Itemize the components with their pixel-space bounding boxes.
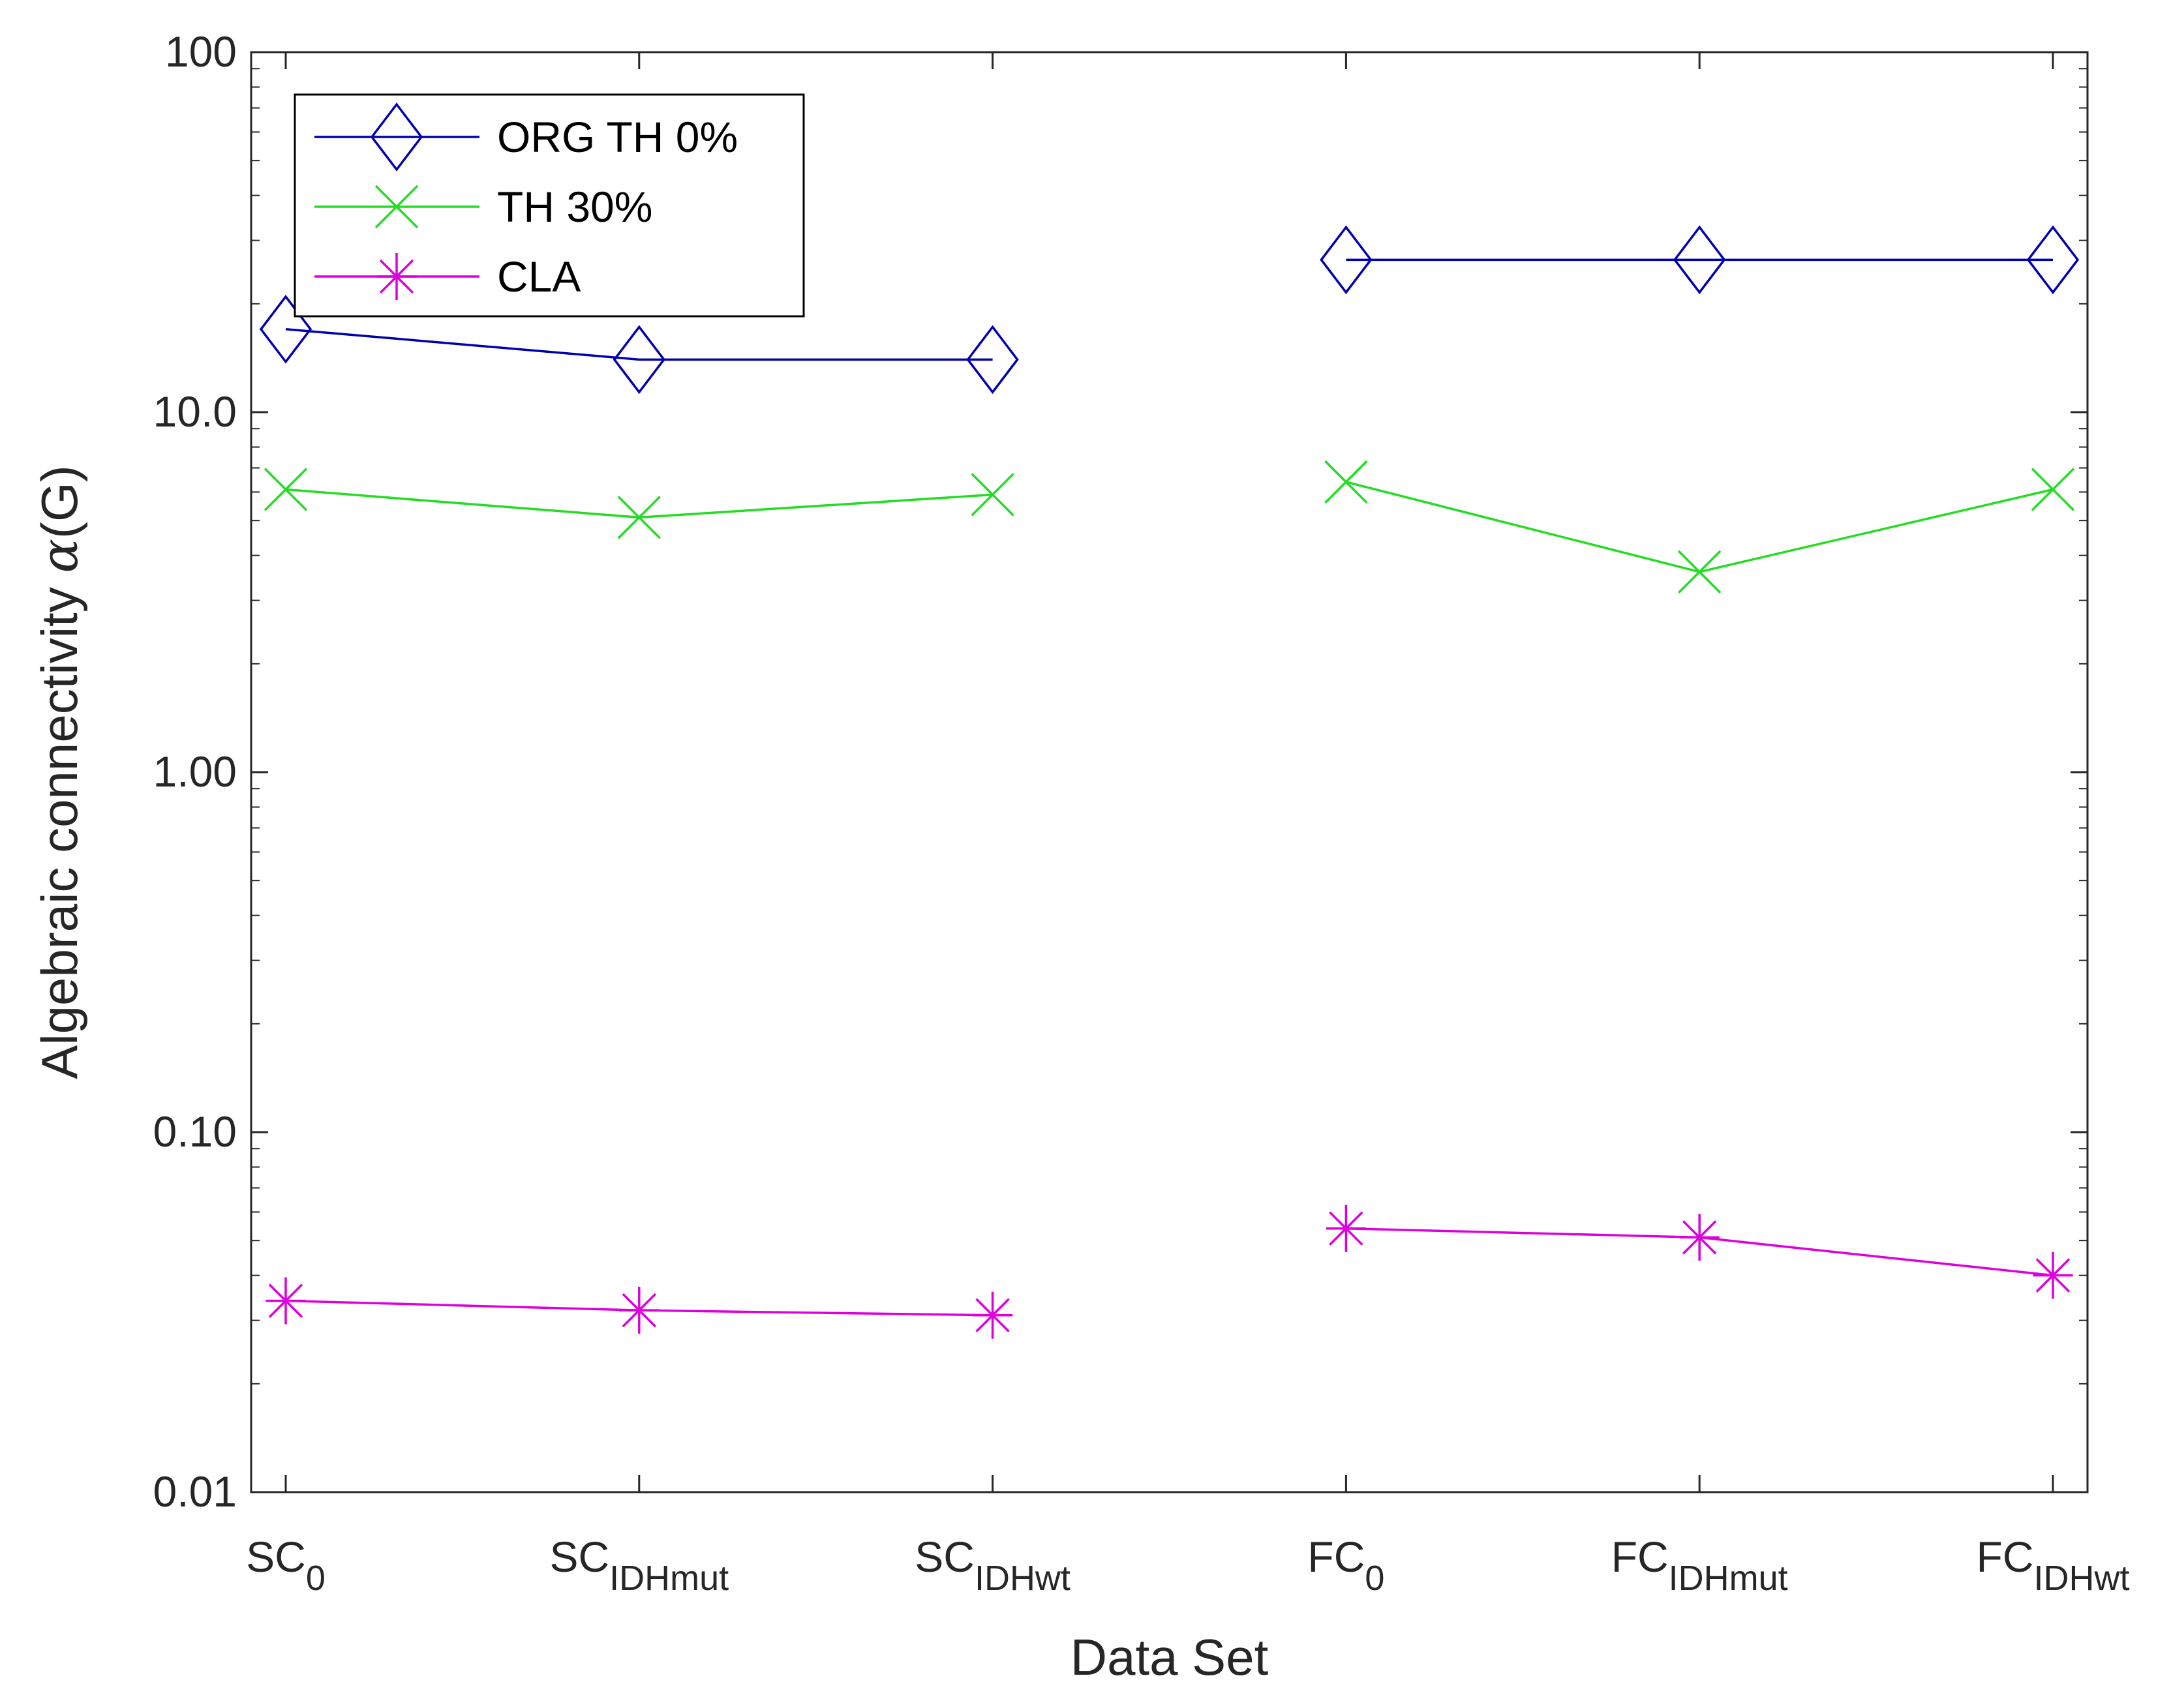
asterisk-marker xyxy=(619,1287,660,1334)
data-point xyxy=(1320,225,1373,295)
series-line xyxy=(285,328,993,361)
x-tick-label-subscript: IDHmut xyxy=(1669,1559,1788,1598)
x-tick-label-subscript: IDHwt xyxy=(975,1559,1070,1598)
legend-marker xyxy=(374,185,419,229)
x-tick-label-base: FC xyxy=(1611,1533,1669,1581)
legend-label: TH 30% xyxy=(497,183,652,231)
y-tick-label: 10.0 xyxy=(153,387,237,436)
diamond-marker xyxy=(259,294,312,364)
x-tick-label-base: FC xyxy=(1977,1533,2034,1581)
y-axis-title-symbol: α xyxy=(31,539,89,573)
x-marker xyxy=(1677,550,1722,594)
asterisk-marker xyxy=(1679,1214,1720,1261)
y-tick-label: 0.10 xyxy=(153,1107,237,1156)
y-axis-title-suffix: (G) xyxy=(31,465,88,539)
series-0 xyxy=(259,225,2080,395)
legend-item: CLA xyxy=(314,252,581,301)
data-point xyxy=(971,473,1014,517)
data-point xyxy=(613,325,665,395)
legend-box xyxy=(294,93,805,318)
x-tick-label: FC0 xyxy=(1307,1533,1384,1598)
x-marker xyxy=(1324,460,1368,504)
legend-marker xyxy=(376,253,417,300)
data-point xyxy=(973,1291,1013,1339)
asterisk-marker xyxy=(266,1277,306,1325)
x-marker xyxy=(2031,468,2075,511)
x-tick-label-subscript: 0 xyxy=(306,1559,326,1598)
x-marker xyxy=(617,496,661,539)
data-point xyxy=(1679,1214,1720,1261)
series-1 xyxy=(264,460,2075,594)
asterisk-marker xyxy=(2033,1251,2073,1299)
data-point xyxy=(966,325,1019,395)
asterisk-marker xyxy=(1326,1205,1366,1252)
diamond-marker xyxy=(613,325,665,395)
diamond-marker xyxy=(2026,225,2080,295)
x-tick-label-base: SC xyxy=(549,1533,609,1581)
legend-label: CLA xyxy=(497,252,581,301)
x-tick-label: SC0 xyxy=(246,1533,326,1598)
legend-label: ORG TH 0% xyxy=(497,113,738,161)
x-tick-label-base: SC xyxy=(246,1533,306,1581)
x-tick-label-subscript: IDHwt xyxy=(2033,1559,2129,1598)
data-point xyxy=(2031,468,2075,511)
legend-item: ORG TH 0% xyxy=(314,102,738,172)
x-marker xyxy=(971,473,1014,517)
y-tick-label: 1.00 xyxy=(153,747,237,796)
x-tick-label: FCIDHwt xyxy=(1977,1533,2130,1598)
x-tick-label: SCIDHwt xyxy=(915,1533,1070,1598)
asterisk-marker xyxy=(973,1291,1013,1339)
data-point xyxy=(617,496,661,539)
x-tick-label-subscript: 0 xyxy=(1365,1559,1384,1598)
data-point xyxy=(2026,225,2080,295)
diamond-marker xyxy=(370,102,423,172)
x-tick-label-base: SC xyxy=(915,1533,975,1581)
x-marker xyxy=(374,185,419,229)
y-axis-title-text: Algebraic connectivity xyxy=(31,587,88,1079)
data-point xyxy=(1677,550,1722,594)
tick-marks xyxy=(251,51,2088,1493)
series-layer xyxy=(259,225,2080,1339)
data-point xyxy=(264,468,308,511)
legend-items: ORG TH 0% TH 30% CLA xyxy=(314,102,738,301)
data-point xyxy=(266,1277,306,1325)
legend-marker xyxy=(370,102,423,172)
data-point xyxy=(1326,1205,1366,1252)
x-marker xyxy=(264,468,308,511)
data-point xyxy=(619,1287,660,1334)
x-axis-title: Data Set xyxy=(1070,1628,1269,1686)
x-tick-label: SCIDHmut xyxy=(549,1533,729,1598)
x-tick-label-base: FC xyxy=(1307,1533,1365,1581)
y-axis-ticks: 0.01 0.10 1.00 10.0 100 xyxy=(153,27,237,1516)
y-axis-title: Algebraic connectivity α(G) xyxy=(31,465,89,1079)
data-point xyxy=(1324,460,1368,504)
y-tick-label: 100 xyxy=(165,27,237,76)
data-point xyxy=(1673,225,1726,295)
diamond-marker xyxy=(1320,225,1373,295)
plot-area-border xyxy=(250,51,2089,1493)
x-tick-label: FCIDHmut xyxy=(1611,1533,1788,1598)
legend-item: TH 30% xyxy=(314,183,652,231)
series-2 xyxy=(266,1205,2073,1339)
diamond-marker xyxy=(966,325,1019,395)
data-point xyxy=(259,294,312,364)
diamond-marker xyxy=(1673,225,1726,295)
x-tick-label-subscript: IDHmut xyxy=(609,1559,729,1598)
x-axis-ticks: SC0 SCIDHmut SCIDHwt FC0 FCIDHmut FCIDHwt xyxy=(246,1533,2129,1598)
y-tick-label: 0.01 xyxy=(153,1467,237,1516)
legend: ORG TH 0% TH 30% CLA xyxy=(294,93,805,318)
asterisk-marker xyxy=(376,253,417,300)
data-point xyxy=(2033,1251,2073,1299)
